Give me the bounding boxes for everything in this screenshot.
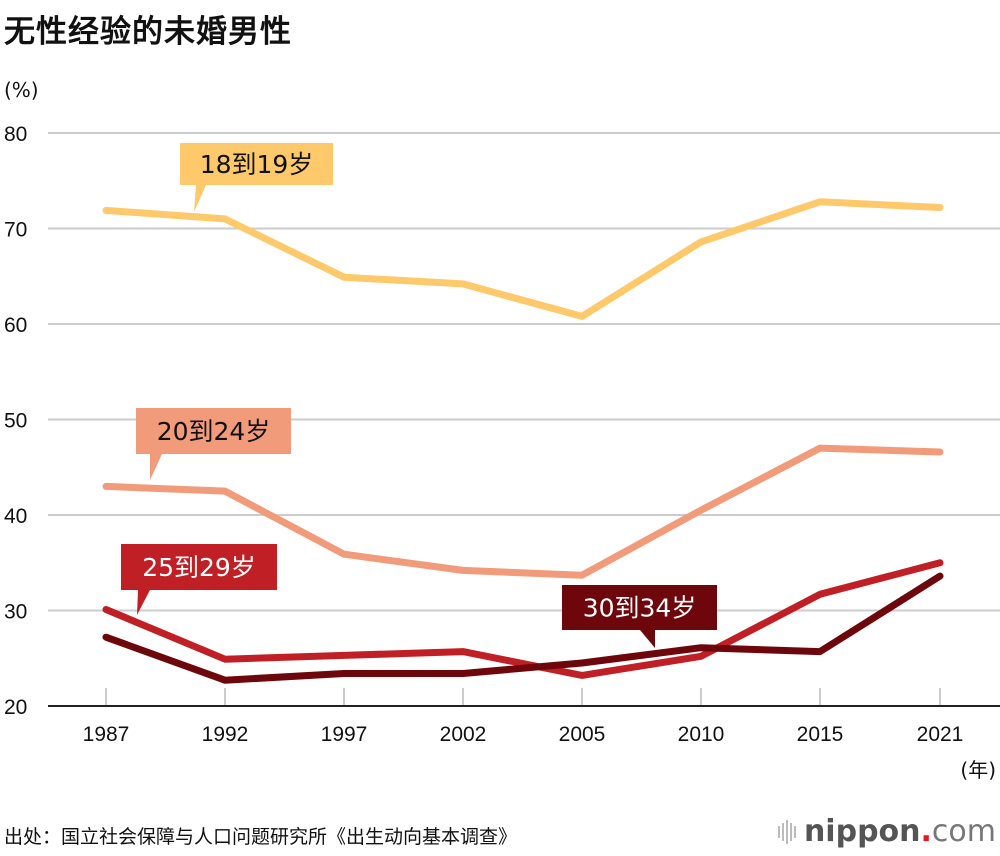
series-line bbox=[102, 572, 944, 684]
x-tick-label: 1997 bbox=[321, 723, 368, 746]
x-tick-label: 2015 bbox=[797, 723, 844, 746]
series-line bbox=[102, 198, 944, 320]
logo-name: nippon bbox=[803, 814, 921, 849]
x-tick-label: 2021 bbox=[917, 723, 964, 746]
series-line bbox=[102, 444, 944, 579]
y-axis-unit: (%) bbox=[4, 78, 39, 102]
x-tick-label: 1987 bbox=[83, 723, 130, 746]
logo-dot: . bbox=[920, 814, 932, 849]
series-label-box bbox=[562, 585, 717, 630]
y-tick-label: 70 bbox=[4, 219, 27, 242]
series-label-pointer bbox=[640, 630, 655, 648]
series-label-pointer bbox=[150, 454, 162, 480]
x-axis-unit: (年) bbox=[960, 758, 996, 782]
chart-title: 无性经验的未婚男性 bbox=[4, 14, 292, 50]
y-tick-label: 60 bbox=[4, 314, 27, 337]
series-label-box bbox=[121, 544, 277, 590]
series-label-box bbox=[180, 143, 333, 185]
y-tick-label: 80 bbox=[4, 123, 27, 146]
series-label-box bbox=[136, 408, 291, 454]
series-label-pointer bbox=[137, 590, 150, 615]
y-tick-label: 50 bbox=[4, 410, 27, 433]
y-tick-label: 40 bbox=[4, 505, 27, 528]
x-tick-label: 2005 bbox=[559, 723, 606, 746]
x-tick-label: 2002 bbox=[440, 723, 487, 746]
source-note: 出处：国立社会保障与人口问题研究所《出生动向基本调查》 bbox=[4, 826, 518, 848]
series-label: 25到29岁 bbox=[142, 553, 256, 582]
series-label-pointer bbox=[194, 185, 206, 212]
series-label: 30到34岁 bbox=[583, 594, 697, 623]
logo-bars-icon bbox=[777, 819, 796, 844]
nippon-logo: nippon. com bbox=[777, 814, 996, 849]
x-tick-label: 1992 bbox=[202, 723, 249, 746]
y-tick-label: 30 bbox=[4, 601, 27, 624]
series-label: 18到19岁 bbox=[200, 150, 314, 179]
logo-suffix: com bbox=[931, 814, 996, 849]
x-tick-label: 2010 bbox=[678, 723, 725, 746]
y-tick-label: 20 bbox=[4, 696, 27, 719]
series-line bbox=[102, 559, 944, 679]
series-label: 20到24岁 bbox=[157, 417, 271, 446]
